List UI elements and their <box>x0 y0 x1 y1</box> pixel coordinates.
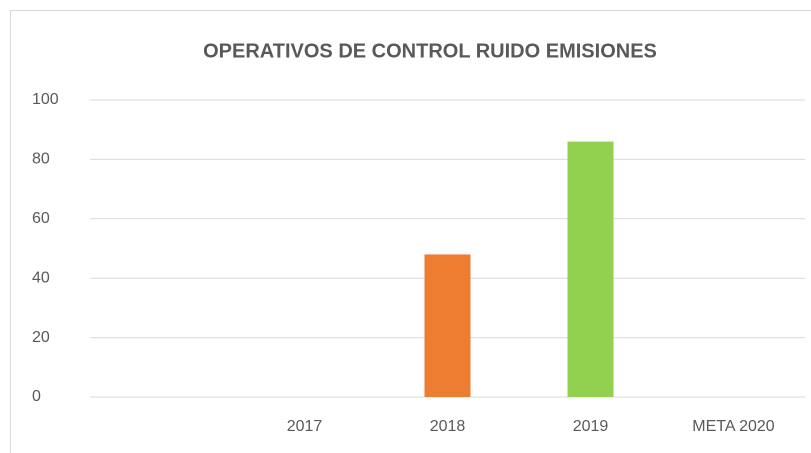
y-tick-label: 40 <box>32 269 50 286</box>
x-tick-label: 2018 <box>430 418 466 435</box>
x-tick-label: META 2020 <box>692 418 775 435</box>
bar <box>567 141 614 397</box>
x-tick-label: 2017 <box>287 418 323 435</box>
bar <box>424 254 471 397</box>
y-tick-label: 100 <box>32 91 59 108</box>
chart-title: OPERATIVOS DE CONTROL RUIDO EMISIONES <box>203 40 657 62</box>
x-tick-label: 2019 <box>573 418 609 435</box>
y-tick-label: 60 <box>32 210 50 227</box>
y-tick-label: 80 <box>32 151 50 168</box>
chart-frame <box>10 10 811 453</box>
y-tick-label: 20 <box>32 329 50 346</box>
y-tick-label: 0 <box>32 388 41 405</box>
